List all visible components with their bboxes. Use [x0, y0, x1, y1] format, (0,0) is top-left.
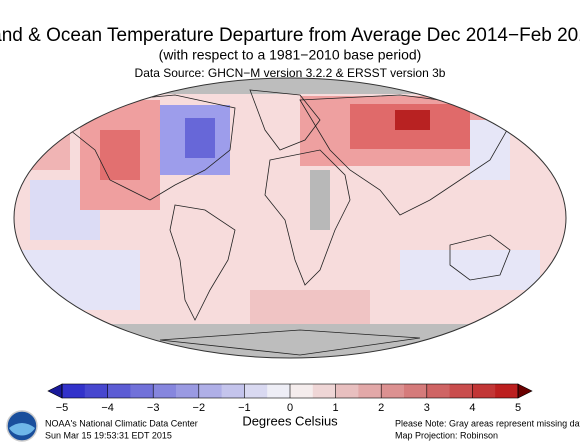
colorbar-segment	[449, 384, 473, 398]
globe-outline	[13, 77, 567, 359]
colorbar-tick-label: −2	[193, 402, 206, 414]
date: Sun Mar 15 19:53:31 EDT 2015	[45, 430, 172, 440]
colorbar-segment	[198, 384, 223, 398]
colorbar-tick-label: 0	[287, 402, 293, 414]
colorbar-tick-label: 4	[469, 402, 475, 414]
colorbar-arrow-high	[517, 383, 533, 399]
colorbar-tick-label: −1	[238, 402, 251, 414]
colorbar-segment	[130, 384, 154, 398]
colorbar-segment	[426, 384, 451, 398]
colorbar-label: Degrees Celsius	[242, 413, 338, 428]
colorbar-segment	[176, 384, 200, 398]
colorbar: −5 −4 −3 −2 −1 0 1 2 3 4 5	[47, 383, 533, 414]
colorbar-segment	[62, 384, 86, 398]
colorbar-tick-label: −3	[147, 402, 160, 414]
subtitle: (with respect to a 1981−2010 base period…	[159, 47, 422, 63]
colorbar-tick-label: 2	[378, 402, 384, 414]
source: Data Source: GHCN−M version 3.2.2 & ERSS…	[135, 66, 446, 80]
colorbar-segment	[221, 384, 245, 398]
colorbar-tick-label: 3	[424, 402, 430, 414]
noaa-logo	[6, 410, 38, 442]
map	[14, 78, 566, 358]
org: NOAA's National Climatic Data Center	[45, 418, 198, 428]
colorbar-segment	[107, 384, 131, 398]
note: Please Note: Gray areas represent missin…	[395, 418, 580, 428]
colorbar-segment	[84, 384, 109, 398]
colorbar-segment	[244, 384, 268, 398]
colorbar-tick-label: 5	[515, 402, 521, 414]
colorbar-arrow-low	[47, 383, 63, 399]
colorbar-tick-label: 1	[333, 402, 339, 414]
title: Land & Ocean Temperature Departure from …	[0, 25, 580, 46]
colorbar-tick-label: −4	[101, 402, 114, 414]
colorbar-segment	[472, 384, 496, 398]
projection: Map Projection: Robinson	[395, 430, 498, 440]
colorbar-segment	[267, 384, 291, 398]
colorbar-segment	[495, 384, 519, 398]
colorbar-segment	[335, 384, 359, 398]
colorbar-segment	[381, 384, 405, 398]
colorbar-segment	[290, 384, 314, 398]
colorbar-segment	[153, 384, 177, 398]
colorbar-segment	[404, 384, 428, 398]
colorbar-tick-label: −5	[56, 402, 69, 414]
colorbar-segment	[312, 384, 337, 398]
colorbar-segment	[358, 384, 382, 398]
